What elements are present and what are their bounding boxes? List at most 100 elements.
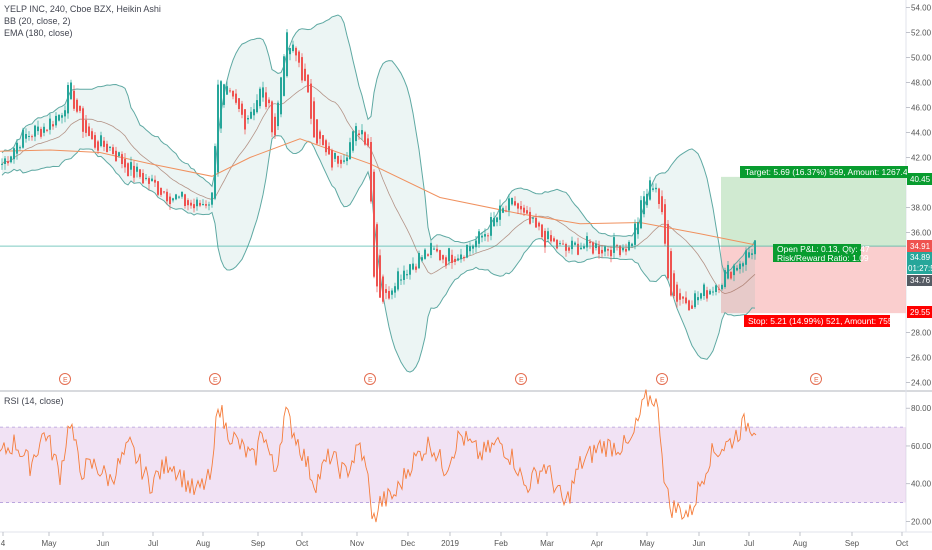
candle-body: [694, 293, 696, 308]
candle-body: [580, 247, 582, 250]
ema-line: [0, 138, 757, 246]
rsi-band-fill: [0, 427, 906, 503]
pnl-badge[interactable]: Open P&L: 0.13, Qty: 47 Risk/Reward Rati…: [773, 244, 870, 263]
candle-body: [94, 135, 96, 148]
candle-body: [211, 192, 213, 205]
candle-body: [136, 166, 138, 172]
candle-body: [295, 47, 297, 56]
candle-body: [148, 178, 150, 184]
candle-body: [217, 84, 219, 173]
time-axis-label: 2019: [441, 539, 459, 548]
candle-body: [85, 120, 87, 133]
candle-body: [610, 249, 612, 257]
candle-body: [277, 102, 279, 127]
candle-body: [748, 252, 750, 258]
earnings-marker-icon: [209, 373, 221, 385]
candle-body: [493, 218, 495, 227]
candle-body: [631, 243, 633, 247]
stop-badge[interactable]: Stop: 5.21 (14.99%) 521, Amount: 755.13: [744, 315, 905, 327]
candle-body: [214, 146, 216, 199]
candle-body: [259, 88, 261, 107]
candle-body: [655, 187, 657, 190]
candle-body: [286, 32, 288, 77]
candle-body: [607, 249, 609, 251]
candle-body: [481, 235, 483, 238]
earnings-marker-icon: [810, 373, 822, 385]
earnings-marker-label: E: [660, 377, 665, 384]
candle-body: [166, 191, 168, 202]
candle-body: [109, 146, 111, 148]
candle-body: [541, 224, 543, 238]
candle-body: [316, 119, 318, 144]
candle-body: [562, 243, 564, 245]
candle-body: [73, 90, 75, 109]
axes: 54.00 52.00 50.00 48.00 46.00 44.00 42.00 38.00…: [1, 4, 932, 549]
candle-body: [328, 146, 330, 155]
candle-body: [10, 156, 12, 163]
time-axis-label: Oct: [296, 539, 309, 548]
candle-body: [127, 163, 129, 177]
candle-body: [82, 108, 84, 132]
candle-body: [625, 249, 627, 252]
candle-body: [67, 85, 69, 114]
time-axis-label: Mar: [540, 539, 554, 548]
candle-body: [40, 128, 42, 137]
candle-body: [688, 300, 690, 311]
candle-body: [478, 231, 480, 244]
candle-body: [565, 244, 567, 251]
time-axis-label: Dec: [401, 539, 415, 548]
candle-body: [511, 198, 513, 205]
candle-body: [202, 204, 204, 205]
bb-fill: [2, 15, 755, 373]
price-axis-label: 44.00: [911, 129, 932, 138]
candle-body: [553, 238, 555, 242]
time-axis-label: May: [639, 539, 654, 548]
candle-body: [736, 267, 738, 271]
pnl-text: Open P&L: 0.13, Qty: 47: [777, 244, 870, 254]
candle-body: [532, 217, 534, 219]
rsi-indicator: [0, 389, 906, 523]
candle-body: [691, 305, 693, 309]
candle-body: [361, 130, 363, 135]
candle-body: [106, 143, 108, 152]
candle-body: [457, 258, 459, 261]
candle-body: [154, 179, 156, 183]
candle-body: [232, 90, 234, 97]
candle-body: [238, 98, 240, 109]
candle-body: [334, 153, 336, 159]
candle-body: [706, 290, 708, 299]
candle-body: [373, 171, 375, 277]
rsi-line: [0, 389, 757, 523]
earnings-marker-icon: [59, 373, 71, 385]
candle-body: [484, 234, 486, 237]
candle-body: [58, 114, 60, 121]
earnings-marker-label: E: [63, 377, 68, 384]
price-axis-label: 54.00: [911, 4, 932, 13]
candle-body: [508, 198, 510, 211]
bb-lower-line: [1, 135, 756, 373]
candle-body: [262, 87, 264, 98]
candle-body: [358, 133, 360, 135]
candle-body: [571, 240, 573, 250]
rsi-pane[interactable]: [0, 392, 906, 532]
candle-body: [550, 235, 552, 242]
candle-body: [343, 160, 345, 162]
candle-body: [424, 249, 426, 259]
candle-body: [205, 204, 207, 206]
candle-body: [679, 293, 681, 300]
candle-body: [223, 84, 225, 105]
candle-body: [646, 193, 648, 206]
price-label-current: 34.91: [907, 240, 932, 252]
candle-body: [337, 155, 339, 164]
candle-body: [703, 284, 705, 296]
candle-body: [103, 140, 105, 147]
candle-body: [253, 109, 255, 116]
price-axis-label: 50.00: [911, 54, 932, 63]
candle-body: [520, 206, 522, 210]
candle-body: [61, 115, 63, 118]
target-badge[interactable]: Target: 5.69 (16.37%) 569, Amount: 1267.…: [740, 166, 913, 178]
profit-zone[interactable]: [721, 176, 906, 247]
candle-body: [310, 83, 312, 119]
price-axis-label: 28.00: [911, 329, 932, 338]
